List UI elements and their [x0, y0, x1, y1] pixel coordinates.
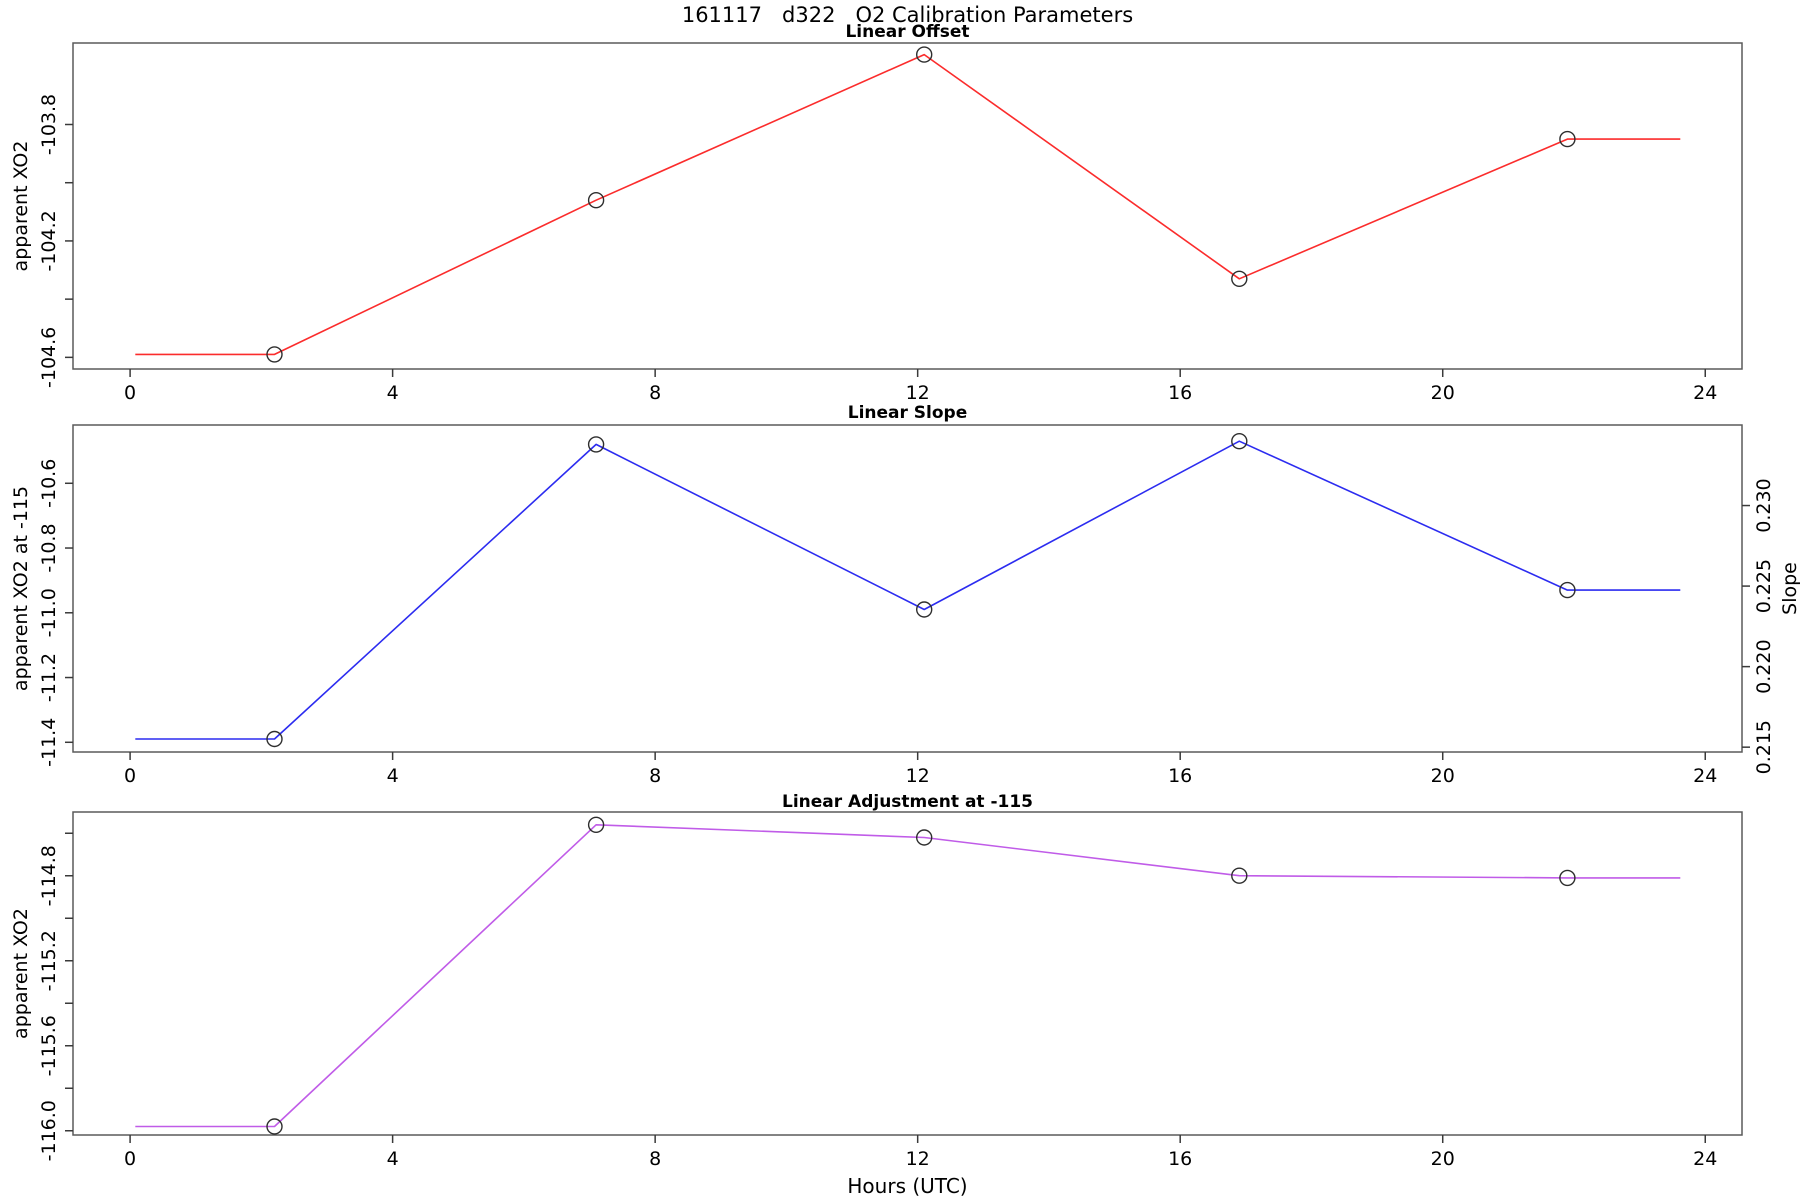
y-tick-label: -116.0 — [38, 1100, 60, 1161]
x-tick-label: 16 — [1168, 765, 1192, 787]
data-point-marker — [587, 436, 605, 453]
panel-linear-slope: 0 4 8 12 16 20 24 -10.6 -10.8 -11.0 -11.2 -11.4 appa… — [10, 403, 1800, 787]
y-tick-label: -104.6 — [38, 327, 60, 388]
plot-box — [72, 42, 1743, 370]
series-line — [135, 823, 1681, 1128]
x-tick-label: 12 — [906, 382, 930, 404]
right-tick-label: 0.215 — [1753, 720, 1775, 774]
x-tick-label: 0 — [124, 765, 136, 787]
right-tick-label: 0.225 — [1753, 559, 1775, 613]
data-point-marker — [1559, 869, 1576, 887]
data-point-marker — [266, 1118, 283, 1135]
y-axis-title: apparent XO2 at -115 — [10, 486, 32, 691]
x-tick-label: 0 — [124, 1148, 136, 1170]
data-point-marker — [1559, 581, 1576, 599]
y-tick-label: -11.4 — [38, 718, 60, 767]
data-point-marker — [916, 46, 933, 63]
x-tick-label: 16 — [1168, 1148, 1192, 1170]
x-tick-label: 8 — [649, 765, 661, 787]
x-tick-label: 12 — [906, 765, 930, 787]
panel-linear-offset: 0 4 8 12 16 20 24 -103.8 -104.2 -104.6 apparent XO… — [10, 22, 1743, 404]
x-tick-label: 4 — [387, 1148, 399, 1170]
y-tick-label: -115.6 — [38, 1015, 60, 1076]
x-tick-label: 24 — [1693, 382, 1717, 404]
x-tick-label: 4 — [387, 382, 399, 404]
data-point-marker — [587, 816, 605, 833]
data-point-marker — [1231, 867, 1248, 884]
x-axis-title: Hours (UTC) — [847, 1174, 968, 1198]
y-tick-label: -11.2 — [38, 653, 60, 702]
x-tick-label: 0 — [124, 382, 136, 404]
series-line — [135, 53, 1681, 356]
right-axis-title: Slope — [1779, 562, 1800, 615]
panel-title: Linear Adjustment at -115 — [782, 792, 1033, 812]
data-point-marker — [266, 346, 283, 363]
page-title: 161117 d322 O2 Calibration Parameters — [681, 3, 1134, 27]
x-tick-label: 20 — [1431, 765, 1455, 787]
x-tick-label: 24 — [1693, 765, 1717, 787]
series-line — [135, 440, 1681, 740]
y-tick-label: -10.6 — [38, 459, 60, 508]
x-tick-label: 12 — [906, 1148, 930, 1170]
data-point-marker — [1231, 270, 1248, 287]
y-tick-label: -103.8 — [38, 94, 60, 155]
y-tick-label: -11.0 — [38, 588, 60, 637]
y-axis-title: apparent XO2 — [10, 908, 32, 1039]
data-point-marker — [916, 601, 933, 618]
data-point-marker — [266, 730, 283, 748]
panel-linear-adjustment-at-115: 0 4 8 12 16 20 24 -114.8 -115.2 -115.6 -116.0 appar… — [10, 792, 1743, 1170]
x-tick-label: 8 — [649, 1148, 661, 1170]
x-tick-label: 8 — [649, 382, 661, 404]
data-point-marker — [916, 829, 933, 846]
right-tick-label: 0.220 — [1753, 639, 1775, 693]
x-tick-label: 4 — [387, 765, 399, 787]
x-tick-label: 20 — [1431, 1148, 1455, 1170]
panel-title: Linear Slope — [848, 403, 968, 423]
data-point-marker — [1559, 130, 1576, 148]
panel-title: Linear Offset — [845, 22, 969, 42]
right-tick-label: 0.230 — [1753, 478, 1775, 532]
data-point-marker — [1231, 433, 1248, 450]
y-tick-label: -114.8 — [38, 845, 60, 906]
x-tick-label: 24 — [1693, 1148, 1717, 1170]
y-tick-label: -10.8 — [38, 523, 60, 572]
y-axis-title: apparent XO2 — [10, 141, 32, 272]
y-tick-label: -104.2 — [38, 210, 60, 271]
plot-box — [72, 424, 1743, 753]
x-tick-label: 16 — [1168, 382, 1192, 404]
y-tick-label: -115.2 — [38, 930, 60, 991]
x-tick-label: 20 — [1431, 382, 1455, 404]
data-point-marker — [587, 191, 605, 209]
plot-box — [72, 811, 1743, 1136]
